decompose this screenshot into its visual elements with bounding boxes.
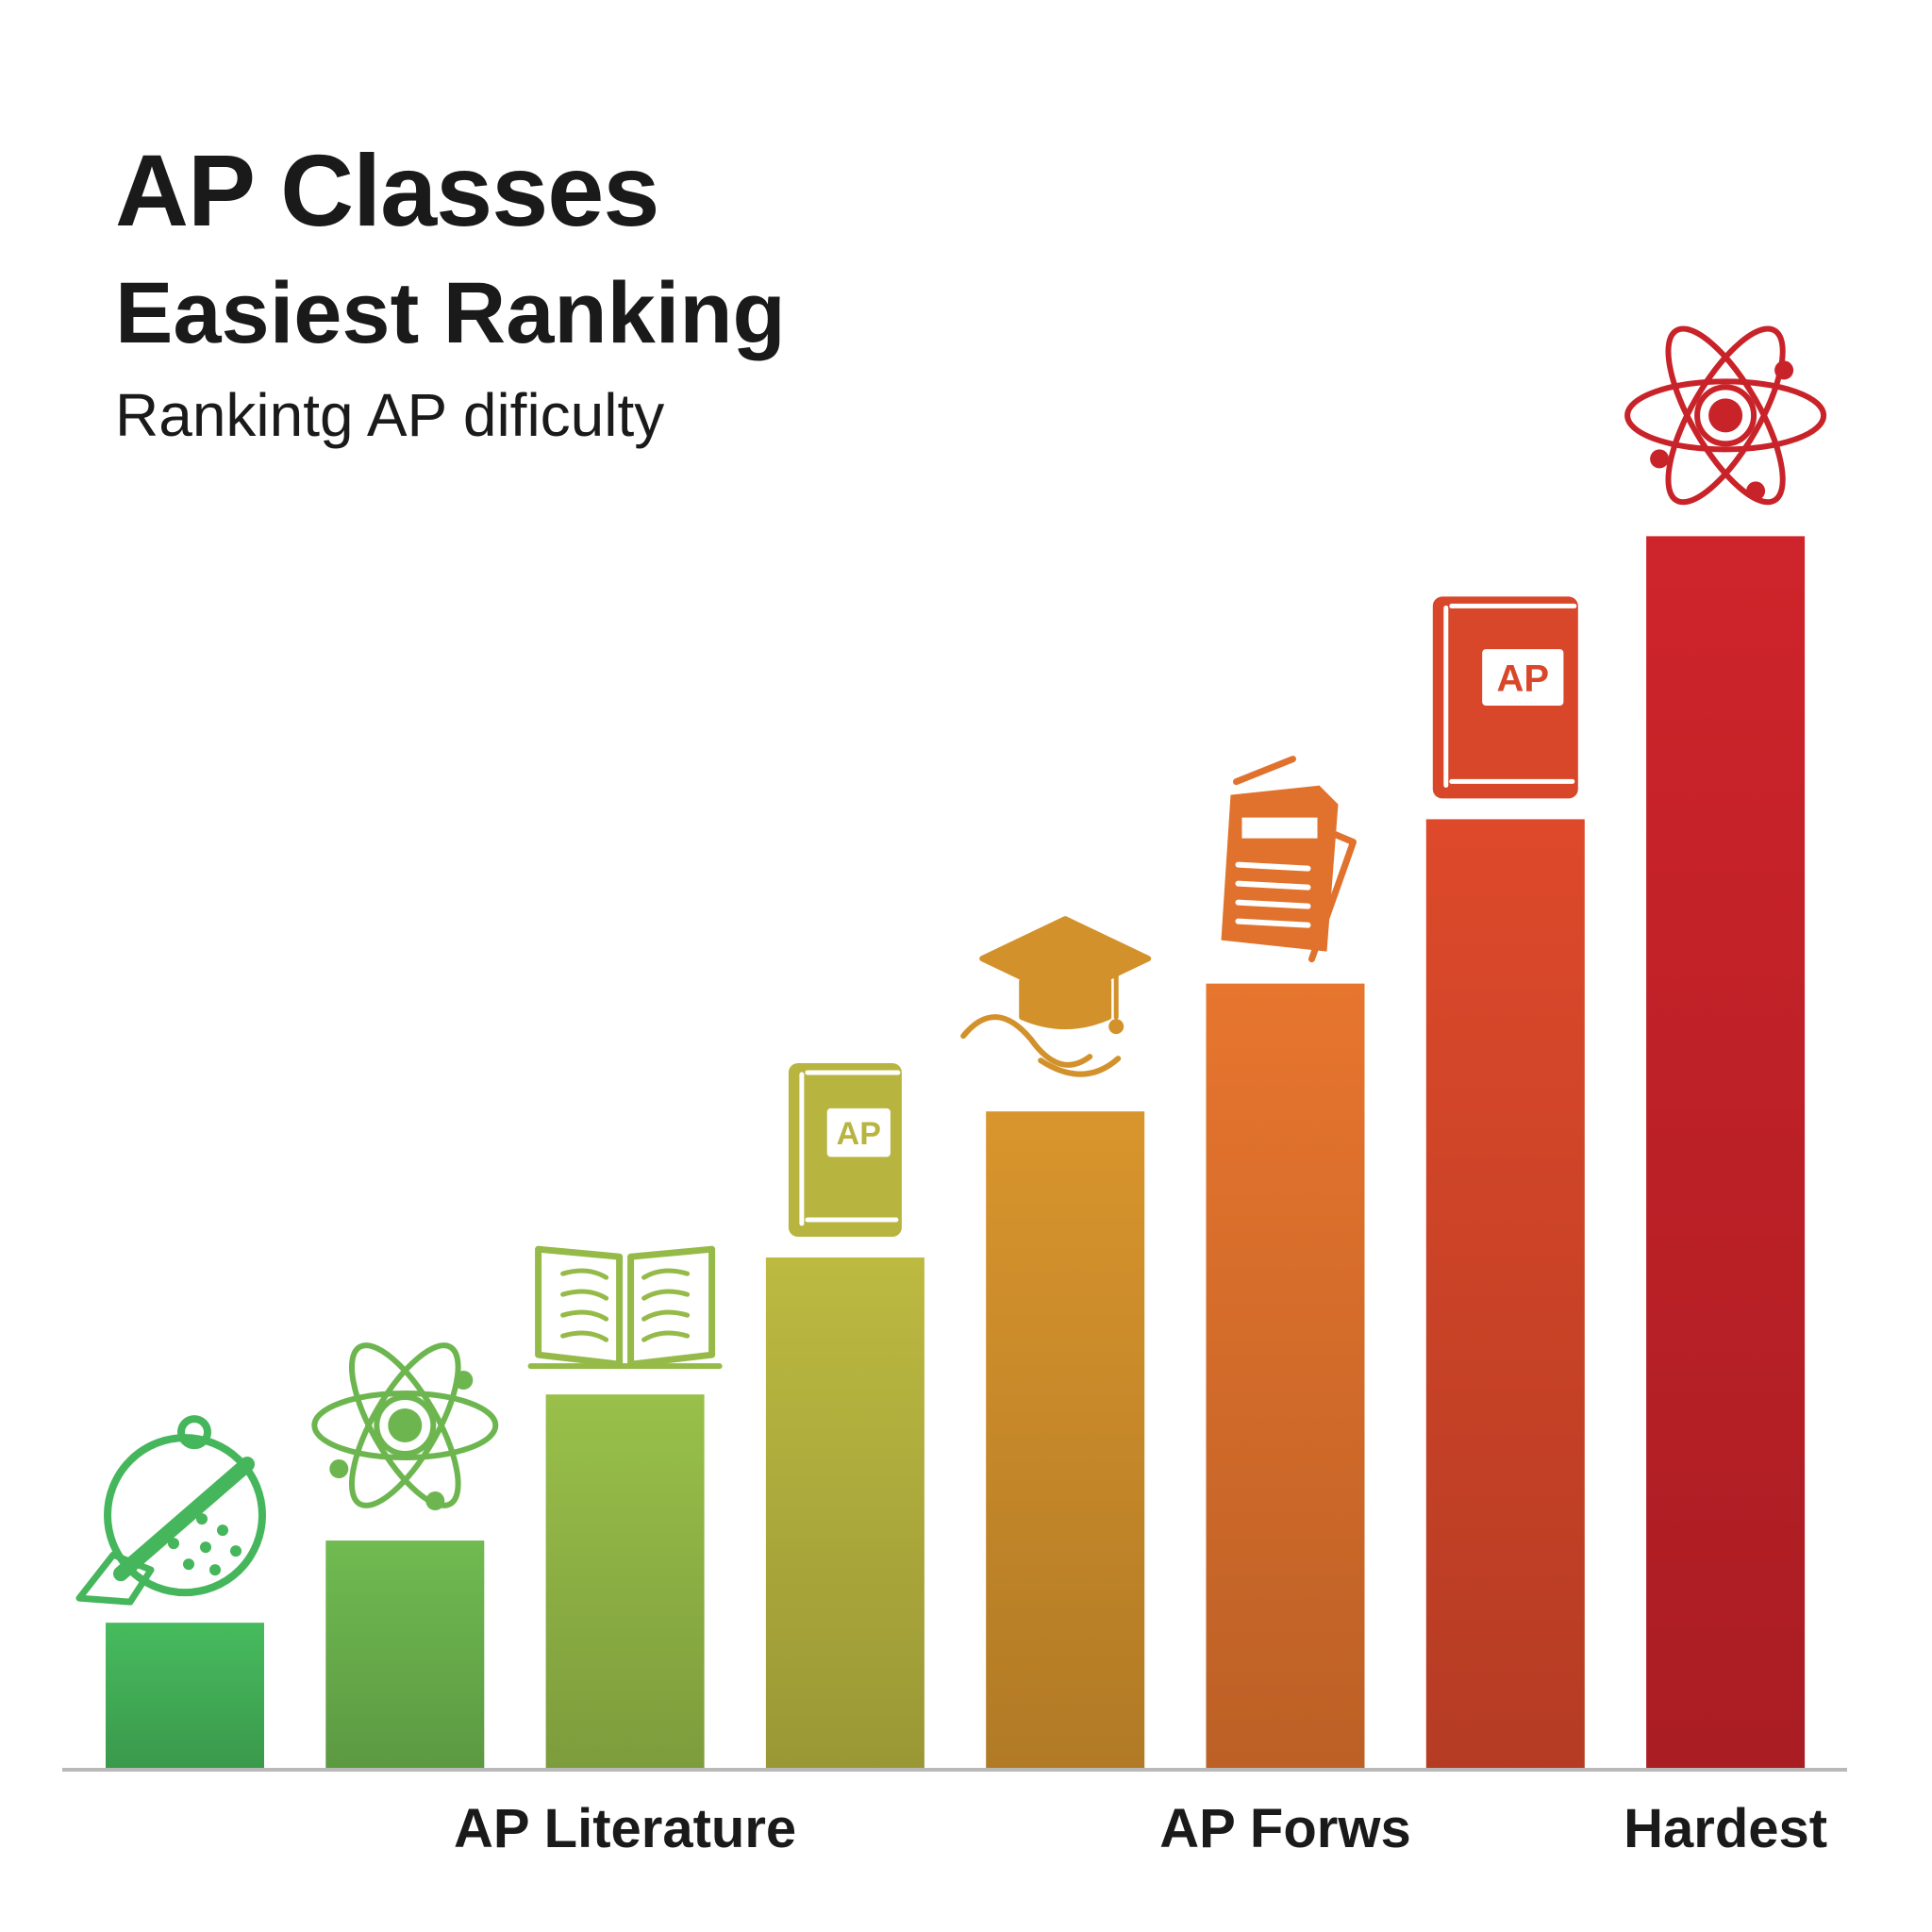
ap-book-icon: AP — [1432, 596, 1578, 799]
bar-6 — [1206, 983, 1365, 1769]
bar-label-ap-forws: AP Forws — [1159, 1798, 1411, 1859]
chart-subtitle: Easiest Ranking — [115, 265, 786, 361]
ap-book-icon: AP — [788, 1063, 902, 1237]
bars-layer — [106, 536, 1806, 1770]
atom-icon — [1624, 325, 1827, 506]
chart-title: AP Classes — [115, 133, 659, 247]
atom-icon — [311, 1342, 499, 1511]
bar-label-hardest: Hardest — [1624, 1798, 1828, 1859]
bar-3 — [545, 1394, 705, 1769]
bar-5 — [986, 1111, 1145, 1769]
ap-book-text: AP — [1496, 658, 1549, 699]
bar-8 — [1646, 536, 1806, 1770]
dna-microscope-icon — [75, 1415, 266, 1606]
bar-4 — [765, 1257, 924, 1769]
bar-label-ap-literature: AP Literature — [454, 1798, 797, 1859]
open-book-icon — [527, 1245, 723, 1370]
bar-7 — [1425, 819, 1585, 1769]
documents-icon — [1221, 756, 1357, 963]
icons-layer: AP AP — [75, 325, 1827, 1606]
graduation-cap-icon — [960, 916, 1152, 1077]
bar-1 — [106, 1623, 264, 1769]
bar-2 — [325, 1541, 485, 1769]
chart-caption: Rankintg AP dificulty — [115, 381, 665, 449]
ap-book-text: AP — [837, 1116, 881, 1152]
